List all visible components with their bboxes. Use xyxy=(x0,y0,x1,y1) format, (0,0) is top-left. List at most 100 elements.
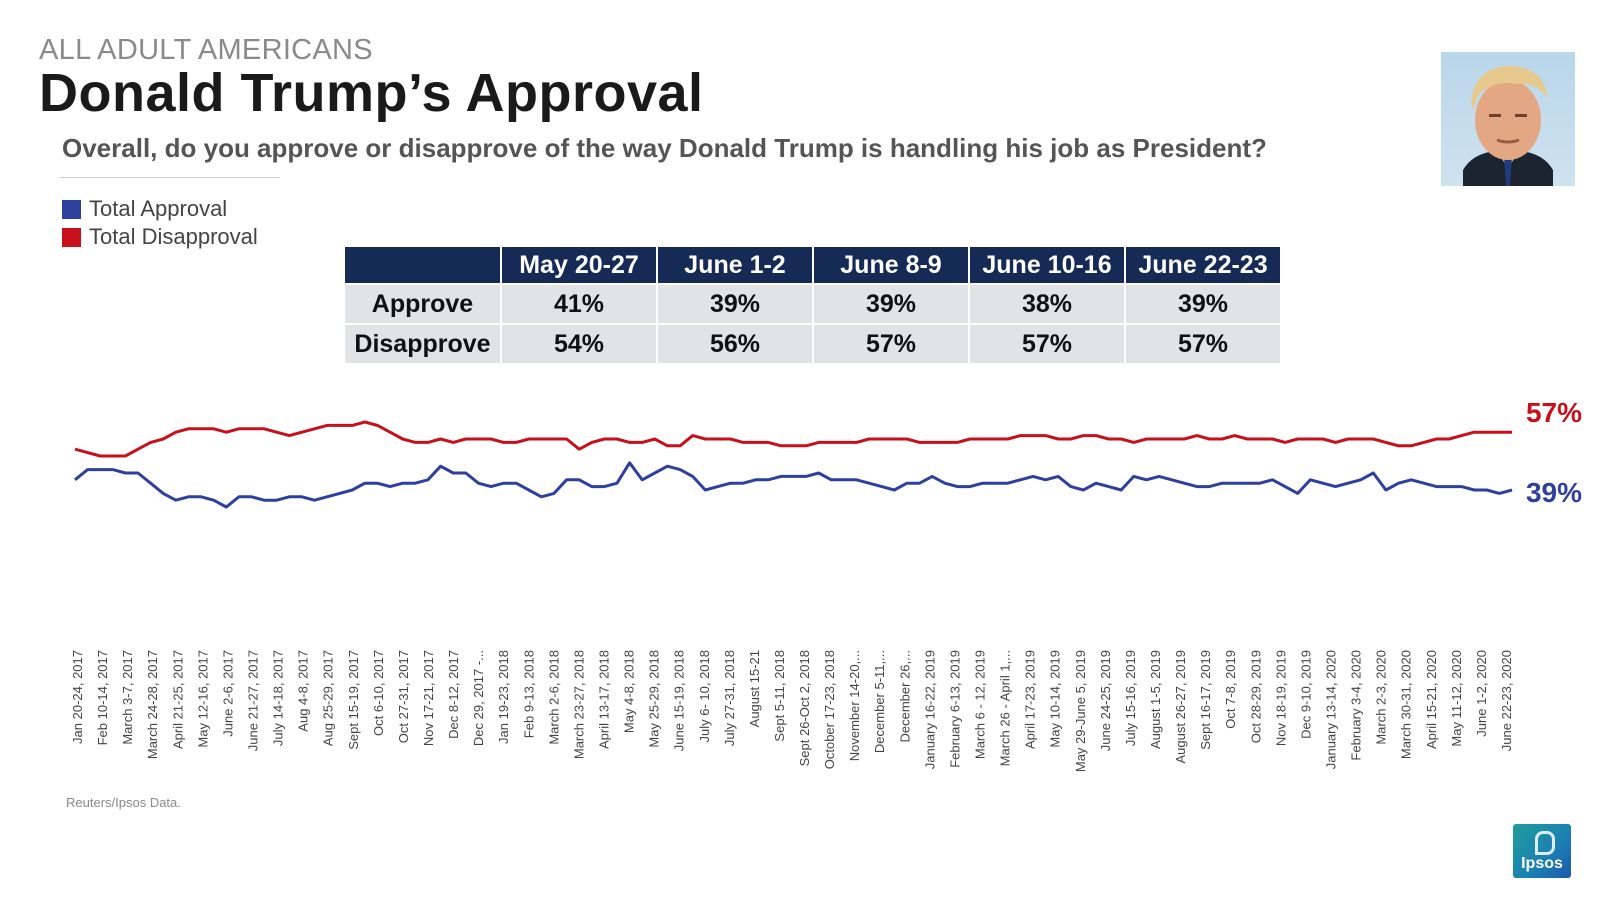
x-tick-label: February 3-4, 2020 xyxy=(1349,650,1364,761)
table-cell: 57% xyxy=(1126,325,1280,363)
source-note: Reuters/Ipsos Data. xyxy=(66,795,181,810)
x-tick-label: Jan 19-23, 2018 xyxy=(496,650,511,744)
table-row-disapprove: Disapprove 54% 56% 57% 57% 57% xyxy=(345,325,1280,363)
x-tick-label: Dec 9-10, 2019 xyxy=(1298,650,1313,739)
x-tick-label: March 6 - 12, 2019 xyxy=(973,650,988,759)
x-tick-label: Sept 16-17, 2019 xyxy=(1198,650,1213,750)
page-title: Donald Trump’s Approval xyxy=(39,63,704,123)
ipsos-logo: Ipsos xyxy=(1513,824,1571,878)
row-label: Approve xyxy=(345,285,500,323)
x-tick-label: Nov 17-21, 2017 xyxy=(421,650,436,746)
x-tick-label: June 21-27, 2017 xyxy=(246,650,261,751)
x-tick-label: Oct 7-8, 2019 xyxy=(1223,650,1238,729)
disapproval-series-line xyxy=(74,420,1512,458)
x-tick-label: July 14-18, 2017 xyxy=(271,650,286,746)
kicker-label: ALL ADULT AMERICANS xyxy=(39,34,373,66)
disapproval-end-label: 57% xyxy=(1526,397,1582,428)
legend-label-approval: Total Approval xyxy=(89,196,228,221)
x-tick-label: April 15-21, 2020 xyxy=(1424,650,1439,749)
table-cell: 39% xyxy=(814,285,968,323)
x-tick-label: March 3-7, 2017 xyxy=(120,650,135,745)
x-tick-label: June 24-25, 2019 xyxy=(1098,650,1113,751)
column-header: June 10-16 xyxy=(970,247,1124,283)
table-cell: 41% xyxy=(502,285,656,323)
x-tick-label: December 5-11,... xyxy=(872,650,887,753)
x-tick-label: Aug 25-29, 2017 xyxy=(321,650,336,746)
x-tick-label: June 1-2, 2020 xyxy=(1474,650,1489,737)
x-tick-label: April 17-23, 2019 xyxy=(1023,650,1038,749)
x-tick-label: July 15-16, 2019 xyxy=(1123,650,1138,746)
x-tick-label: February 6-13, 2019 xyxy=(948,650,963,768)
x-tick-label: April 13-17, 2018 xyxy=(597,650,612,749)
x-tick-label: Oct 28-29, 2019 xyxy=(1248,650,1263,743)
portrait-illustration xyxy=(1463,66,1553,186)
x-tick-label: Feb 10-14, 2017 xyxy=(95,650,110,745)
survey-question: Overall, do you approve or disapprove of… xyxy=(62,133,1267,163)
x-tick-label: Oct 6-10, 2017 xyxy=(371,650,386,736)
x-tick-label: November 14-20,... xyxy=(847,650,862,761)
column-header: May 20-27 xyxy=(502,247,656,283)
x-tick-label: Jan 20-24, 2017 xyxy=(70,650,85,744)
row-label: Disapprove xyxy=(345,325,500,363)
table-cell: 54% xyxy=(502,325,656,363)
x-tick-label: June 15-19, 2018 xyxy=(672,650,687,751)
column-header: June 1-2 xyxy=(658,247,812,283)
table-cell: 39% xyxy=(658,285,812,323)
x-tick-label: June 2-6, 2017 xyxy=(220,650,235,737)
x-tick-label: August 26-27, 2019 xyxy=(1173,650,1188,763)
x-tick-label: October 17-23, 2018 xyxy=(822,650,837,769)
table-cell: 38% xyxy=(970,285,1124,323)
legend-item-disapproval: Total Disapproval xyxy=(62,223,258,251)
x-tick-label: May 25-29, 2018 xyxy=(647,650,662,748)
x-tick-label: May 12-16, 2017 xyxy=(195,650,210,748)
x-tick-label: March 30-31, 2020 xyxy=(1399,650,1414,759)
table-row-approve: Approve 41% 39% 39% 38% 39% xyxy=(345,285,1280,323)
x-tick-label: Sept 15-19, 2017 xyxy=(346,650,361,750)
x-tick-label: August 1-5, 2019 xyxy=(1148,650,1163,749)
x-tick-label: January 16-22, 2019 xyxy=(922,650,937,769)
x-tick-label: Dec 8-12, 2017 xyxy=(446,650,461,739)
x-tick-label: March 23-27, 2018 xyxy=(571,650,586,759)
x-tick-label: Dec 29, 2017 -... xyxy=(471,650,486,746)
x-tick-label: April 21-25, 2017 xyxy=(170,650,185,749)
x-tick-label: March 2-3, 2020 xyxy=(1374,650,1389,745)
chart-legend: Total Approval Total Disapproval xyxy=(62,195,258,251)
x-tick-label: March 26 - April 1,... xyxy=(998,650,1013,766)
x-tick-label: July 27-31, 2018 xyxy=(722,650,737,746)
x-tick-label: May 10-14, 2019 xyxy=(1048,650,1063,748)
recent-polls-table: May 20-27 June 1-2 June 8-9 June 10-16 J… xyxy=(343,245,1282,365)
approval-end-label: 39% xyxy=(1526,477,1582,508)
x-tick-label: March 24-28, 2017 xyxy=(145,650,160,759)
table-corner-cell xyxy=(345,247,500,283)
legend-label-disapproval: Total Disapproval xyxy=(89,224,258,249)
table-cell: 56% xyxy=(658,325,812,363)
x-tick-label: August 15-21 xyxy=(747,650,762,727)
logo-mark-icon xyxy=(1535,831,1555,855)
approval-series-line xyxy=(74,461,1513,509)
x-tick-label: January 13-14, 2020 xyxy=(1324,650,1339,769)
x-tick-label: March 2-6, 2018 xyxy=(546,650,561,745)
table-header-row: May 20-27 June 1-2 June 8-9 June 10-16 J… xyxy=(345,247,1280,283)
table-cell: 39% xyxy=(1126,285,1280,323)
divider xyxy=(60,177,280,178)
x-tick-label: Aug 4-8, 2017 xyxy=(296,650,311,732)
column-header: June 8-9 xyxy=(814,247,968,283)
table-cell: 57% xyxy=(970,325,1124,363)
column-header: June 22-23 xyxy=(1126,247,1280,283)
x-tick-label: Oct 27-31, 2017 xyxy=(396,650,411,743)
approval-swatch xyxy=(62,199,81,219)
x-tick-label: May 11-12, 2020 xyxy=(1449,650,1464,747)
x-tick-label: Sept 26-Oct 2, 2018 xyxy=(797,650,812,766)
portrait-photo xyxy=(1441,52,1575,186)
x-tick-label: December 26,... xyxy=(897,650,912,743)
table-cell: 57% xyxy=(814,325,968,363)
x-tick-label: Feb 9-13, 2018 xyxy=(521,650,536,738)
x-tick-label: May 4-8, 2018 xyxy=(622,650,637,733)
logo-text: Ipsos xyxy=(1521,855,1563,872)
x-tick-label: June 22-23, 2020 xyxy=(1499,650,1514,751)
x-tick-label: Nov 18-19, 2019 xyxy=(1273,650,1288,746)
x-tick-label: May 29-June 5, 2019 xyxy=(1073,650,1088,772)
legend-item-approval: Total Approval xyxy=(62,195,258,223)
x-tick-label: Sept 5-11, 2018 xyxy=(772,650,787,742)
